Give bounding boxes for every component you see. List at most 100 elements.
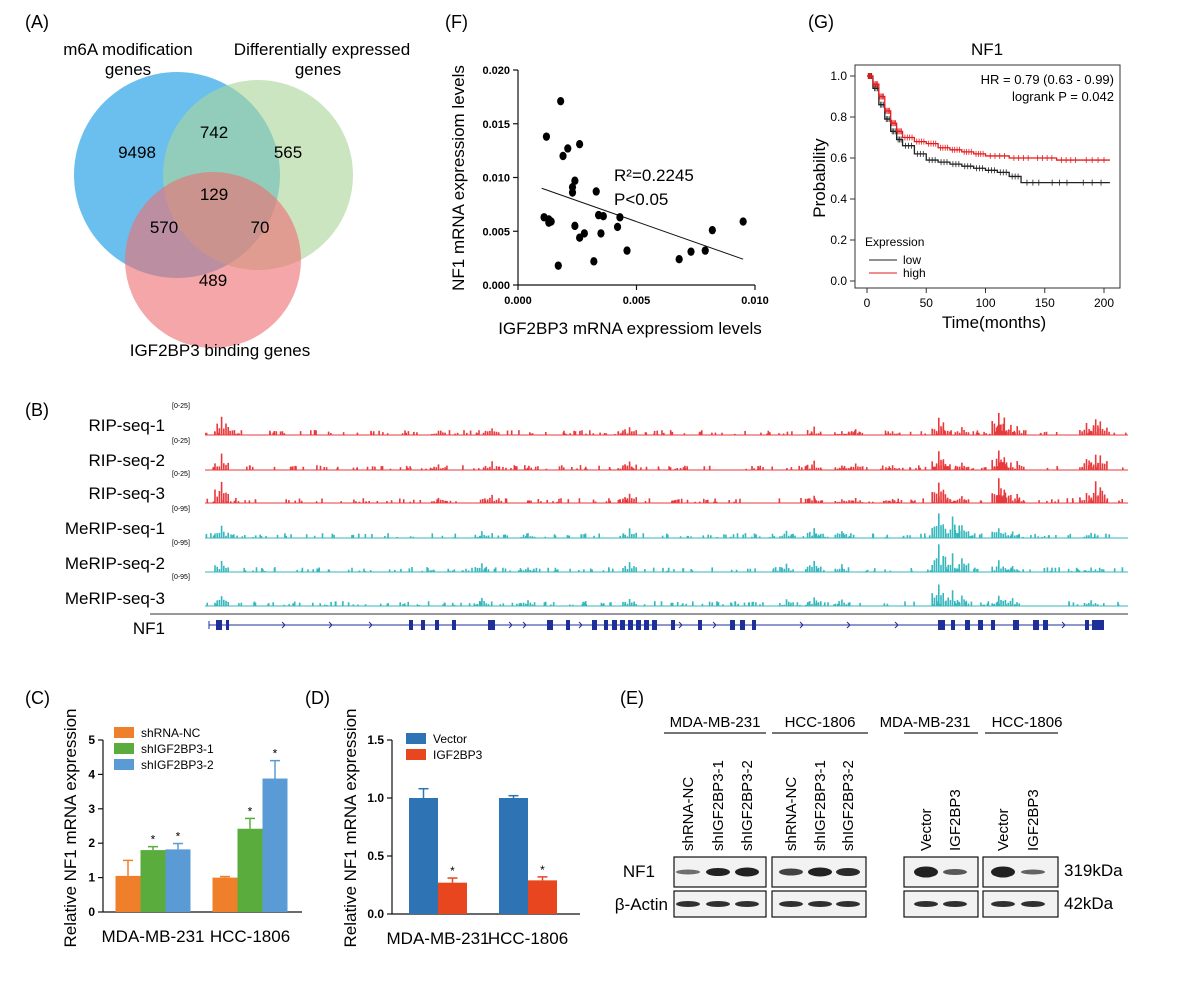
gene-model-exon (1092, 620, 1104, 630)
scatter-point (708, 225, 716, 235)
track-signal-bars (212, 450, 1124, 470)
track-signal-bars (205, 412, 1127, 435)
track-range-label: [0-95] (172, 540, 190, 547)
scatter-point (701, 246, 709, 255)
blot-band (836, 901, 860, 907)
track-signal-bars (214, 544, 1124, 572)
gene-model-exon (421, 620, 425, 630)
scatter-point (542, 132, 551, 141)
km-y-tick-label: 0.6 (830, 151, 847, 165)
track-signal-bars (205, 513, 1111, 538)
gene-model-exon (488, 620, 495, 630)
gene-model-exon (740, 620, 745, 630)
bar-significance-mark: * (540, 863, 545, 877)
bar (438, 882, 467, 914)
km-y-axis-label: Probability (810, 138, 829, 218)
gene-model-strand-arrow (522, 621, 527, 629)
bar-y-tick-label: 1 (88, 871, 95, 885)
track-range-label: [0-25] (172, 403, 190, 410)
bar (115, 875, 141, 912)
blot-group-mda-right: MDA-MB-231 (880, 714, 971, 731)
bar (262, 778, 288, 912)
km-y-tick-label: 0.0 (830, 274, 847, 288)
gene-model-exon (435, 620, 439, 630)
blot-size-319: 319kDa (1064, 861, 1123, 880)
track-label: MeRIP-seq-3 (65, 589, 165, 608)
km-y-tick-label: 0.2 (830, 233, 847, 247)
scatter-point (564, 144, 572, 153)
gene-model-exon (652, 620, 657, 630)
bar-c-y-axis-label: Relative NF1 mRNA expression (61, 708, 80, 947)
bar-y-tick-label: 0.0 (367, 907, 384, 921)
venn-set-a-line2: genes (105, 60, 151, 79)
gene-model-exon (1013, 620, 1019, 630)
scatter-point (590, 257, 598, 266)
blot-row-label-actin: β-Actin (615, 895, 668, 914)
gene-model-exon (612, 620, 617, 630)
km-y-tick-label: 0.8 (830, 110, 847, 124)
blot-lane-label: shRNA-NC (783, 777, 800, 851)
km-y-tick-label: 1.0 (830, 69, 847, 83)
venn-count-abc: 129 (200, 185, 228, 204)
blot-lane-label: shRNA-NC (680, 777, 697, 851)
bar-y-tick-label: 5 (88, 733, 95, 747)
gene-model-exon (409, 620, 413, 630)
bar (165, 849, 191, 912)
scatter-point (580, 229, 588, 238)
km-x-tick-label: 200 (1094, 296, 1114, 310)
blot-band (991, 866, 1015, 878)
km-x-tick-label: 0 (864, 296, 871, 310)
scatter-point (675, 255, 683, 264)
km-curve-high (867, 75, 1110, 161)
bar-chart-c: Relative NF1 mRNA expression 0 1 2 3 4 5 * * MDA… (61, 708, 302, 948)
track-label: RIP-seq-3 (88, 484, 165, 503)
blot-lane-label: shIGF2BP3-2 (840, 760, 857, 851)
gene-model-label: NF1 (133, 619, 165, 638)
venn-count-b-only: 565 (274, 143, 302, 162)
blot-group-hcc-right: HCC-1806 (992, 714, 1063, 731)
bar (237, 828, 263, 912)
scatter-point (576, 139, 584, 149)
blot-lane-label: Vector (918, 808, 935, 851)
scatter-x-axis-label: IGF2BP3 mRNA expressiom levels (498, 319, 762, 338)
bar-legend-label: shIGF2BP3-2 (141, 758, 214, 772)
blot-lane-label: IGF2BP3 (947, 789, 964, 851)
bar-significance-mark: * (176, 830, 181, 844)
gene-model-strand-arrow (281, 621, 286, 629)
blot-lane-label: shIGF2BP3-1 (710, 760, 727, 851)
gene-model-exon (628, 620, 633, 630)
gene-model-strand-arrow (799, 621, 804, 629)
panel-label-e: (E) (620, 688, 644, 708)
scatter-y-tick-label: 0.020 (482, 65, 510, 77)
bar-legend-swatch (114, 759, 134, 770)
blot-band (914, 901, 938, 907)
scatter-point (599, 212, 607, 221)
gene-model-exon (547, 620, 553, 630)
bar (140, 850, 166, 912)
bar (528, 880, 557, 914)
panel-label-d: (D) (305, 688, 330, 708)
bar (212, 877, 238, 912)
track-range-label: [0-95] (172, 506, 190, 513)
scatter-point (547, 217, 555, 226)
bar (409, 798, 438, 914)
panel-label-g: (G) (808, 12, 834, 32)
scatter-y-tick-label: 0.005 (482, 226, 510, 238)
blot-band (735, 867, 759, 877)
bar-legend-swatch (406, 733, 426, 744)
scatter-chart-f: R²=0.2245 P<0.05 IGF2BP3 mRNA expressiom… (449, 65, 769, 338)
blot-group-mda-left: MDA-MB-231 (670, 714, 761, 731)
blot-band (706, 901, 730, 907)
gene-model-exon (1033, 620, 1039, 630)
bar-legend-label: IGF2BP3 (433, 748, 483, 762)
blot-band (1021, 901, 1045, 907)
gene-model-exon (636, 620, 641, 630)
km-annotation-hr: HR = 0.79 (0.63 - 0.99) (981, 72, 1114, 87)
bar (499, 798, 528, 914)
gene-model-exon (592, 620, 597, 630)
bar-significance-mark: * (151, 833, 156, 847)
gene-model-strand-arrow (846, 621, 851, 629)
scatter-point (571, 176, 579, 185)
scatter-x-tick-label: 0.000 (504, 295, 532, 307)
